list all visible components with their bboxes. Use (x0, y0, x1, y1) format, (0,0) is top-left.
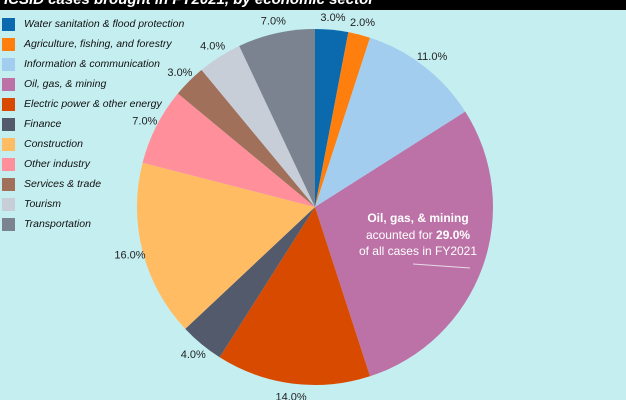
legend-label: Electric power & other energy (24, 98, 162, 110)
legend-item: Oil, gas, & mining (2, 74, 184, 94)
pie-slice-construction (137, 162, 315, 329)
legend-item: Electric power & other energy (2, 94, 184, 114)
legend-item: Transportation (2, 214, 184, 234)
pie-slice-oil-gas-mining (315, 111, 494, 377)
legend-label: Finance (24, 118, 62, 130)
legend-item: Other industry (2, 154, 184, 174)
pie-slice-other-industry (142, 93, 315, 207)
legend-swatch (2, 217, 15, 231)
annotation-text: of all cases in FY2021 (359, 244, 477, 258)
title-bar: ICSID cases brought in FY2021, by econom… (0, 0, 626, 10)
legend-item: Construction (2, 134, 184, 154)
slice-label: 2.0% (350, 17, 375, 29)
pie-slice-agriculture-fishing-and-forestry (315, 32, 371, 208)
legend-swatch (2, 17, 15, 31)
legend-label: Water sanitation & flood protection (24, 18, 185, 30)
slice-label: 7.0% (261, 16, 286, 28)
pie-slice-electric-power-other-energy (219, 207, 371, 385)
legend-swatch (2, 197, 15, 211)
slice-label: 11.0% (417, 51, 448, 63)
pie-slice-information-communication (315, 37, 466, 207)
slice-label: 16.0% (114, 249, 145, 261)
legend-item: Water sanitation & flood protection (2, 14, 184, 34)
legend-label: Oil, gas, & mining (24, 78, 107, 90)
pie-slice-services-trade (177, 69, 315, 208)
pie-slice-water-sanitation-flood-protection (315, 29, 349, 207)
slice-label: 3.0% (167, 67, 192, 79)
legend-label: Transportation (24, 218, 91, 230)
pie-slice-finance (185, 207, 315, 358)
legend-label: Tourism (24, 198, 61, 210)
annotation-text: Oil, gas, & mining (367, 211, 468, 225)
legend-swatch (2, 37, 15, 51)
pie-slice-tourism (201, 45, 315, 208)
legend: Water sanitation & flood protection Agric… (2, 14, 184, 234)
slice-label: 14.0% (275, 391, 306, 400)
slice-label: 7.0% (132, 115, 157, 127)
legend-label: Construction (24, 138, 83, 150)
legend-item: Tourism (2, 194, 184, 214)
legend-label: Agriculture, fishing, and forestry (24, 38, 172, 50)
legend-swatch (2, 177, 15, 191)
legend-swatch (2, 97, 15, 111)
legend-item: Finance (2, 114, 184, 134)
legend-swatch (2, 57, 15, 71)
legend-swatch (2, 117, 15, 131)
chart-title: ICSID cases brought in FY2021, by econom… (4, 0, 374, 8)
annotation-text: acounted for 29.0% (366, 228, 470, 242)
legend-swatch (2, 77, 15, 91)
legend-label: Services & trade (24, 178, 102, 190)
legend-item: Agriculture, fishing, and forestry (2, 34, 184, 54)
pie-slice-transportation (239, 29, 315, 207)
legend-label: Other industry (24, 158, 90, 170)
slice-label: 4.0% (181, 349, 206, 361)
legend-item: Services & trade (2, 174, 184, 194)
annotation-line (412, 263, 471, 269)
slice-label: 4.0% (200, 41, 225, 53)
legend-swatch (2, 157, 15, 171)
legend-swatch (2, 137, 15, 151)
slice-label: 3.0% (320, 12, 345, 24)
legend-item: Information & communication (2, 54, 184, 74)
legend-label: Information & communication (24, 58, 160, 70)
